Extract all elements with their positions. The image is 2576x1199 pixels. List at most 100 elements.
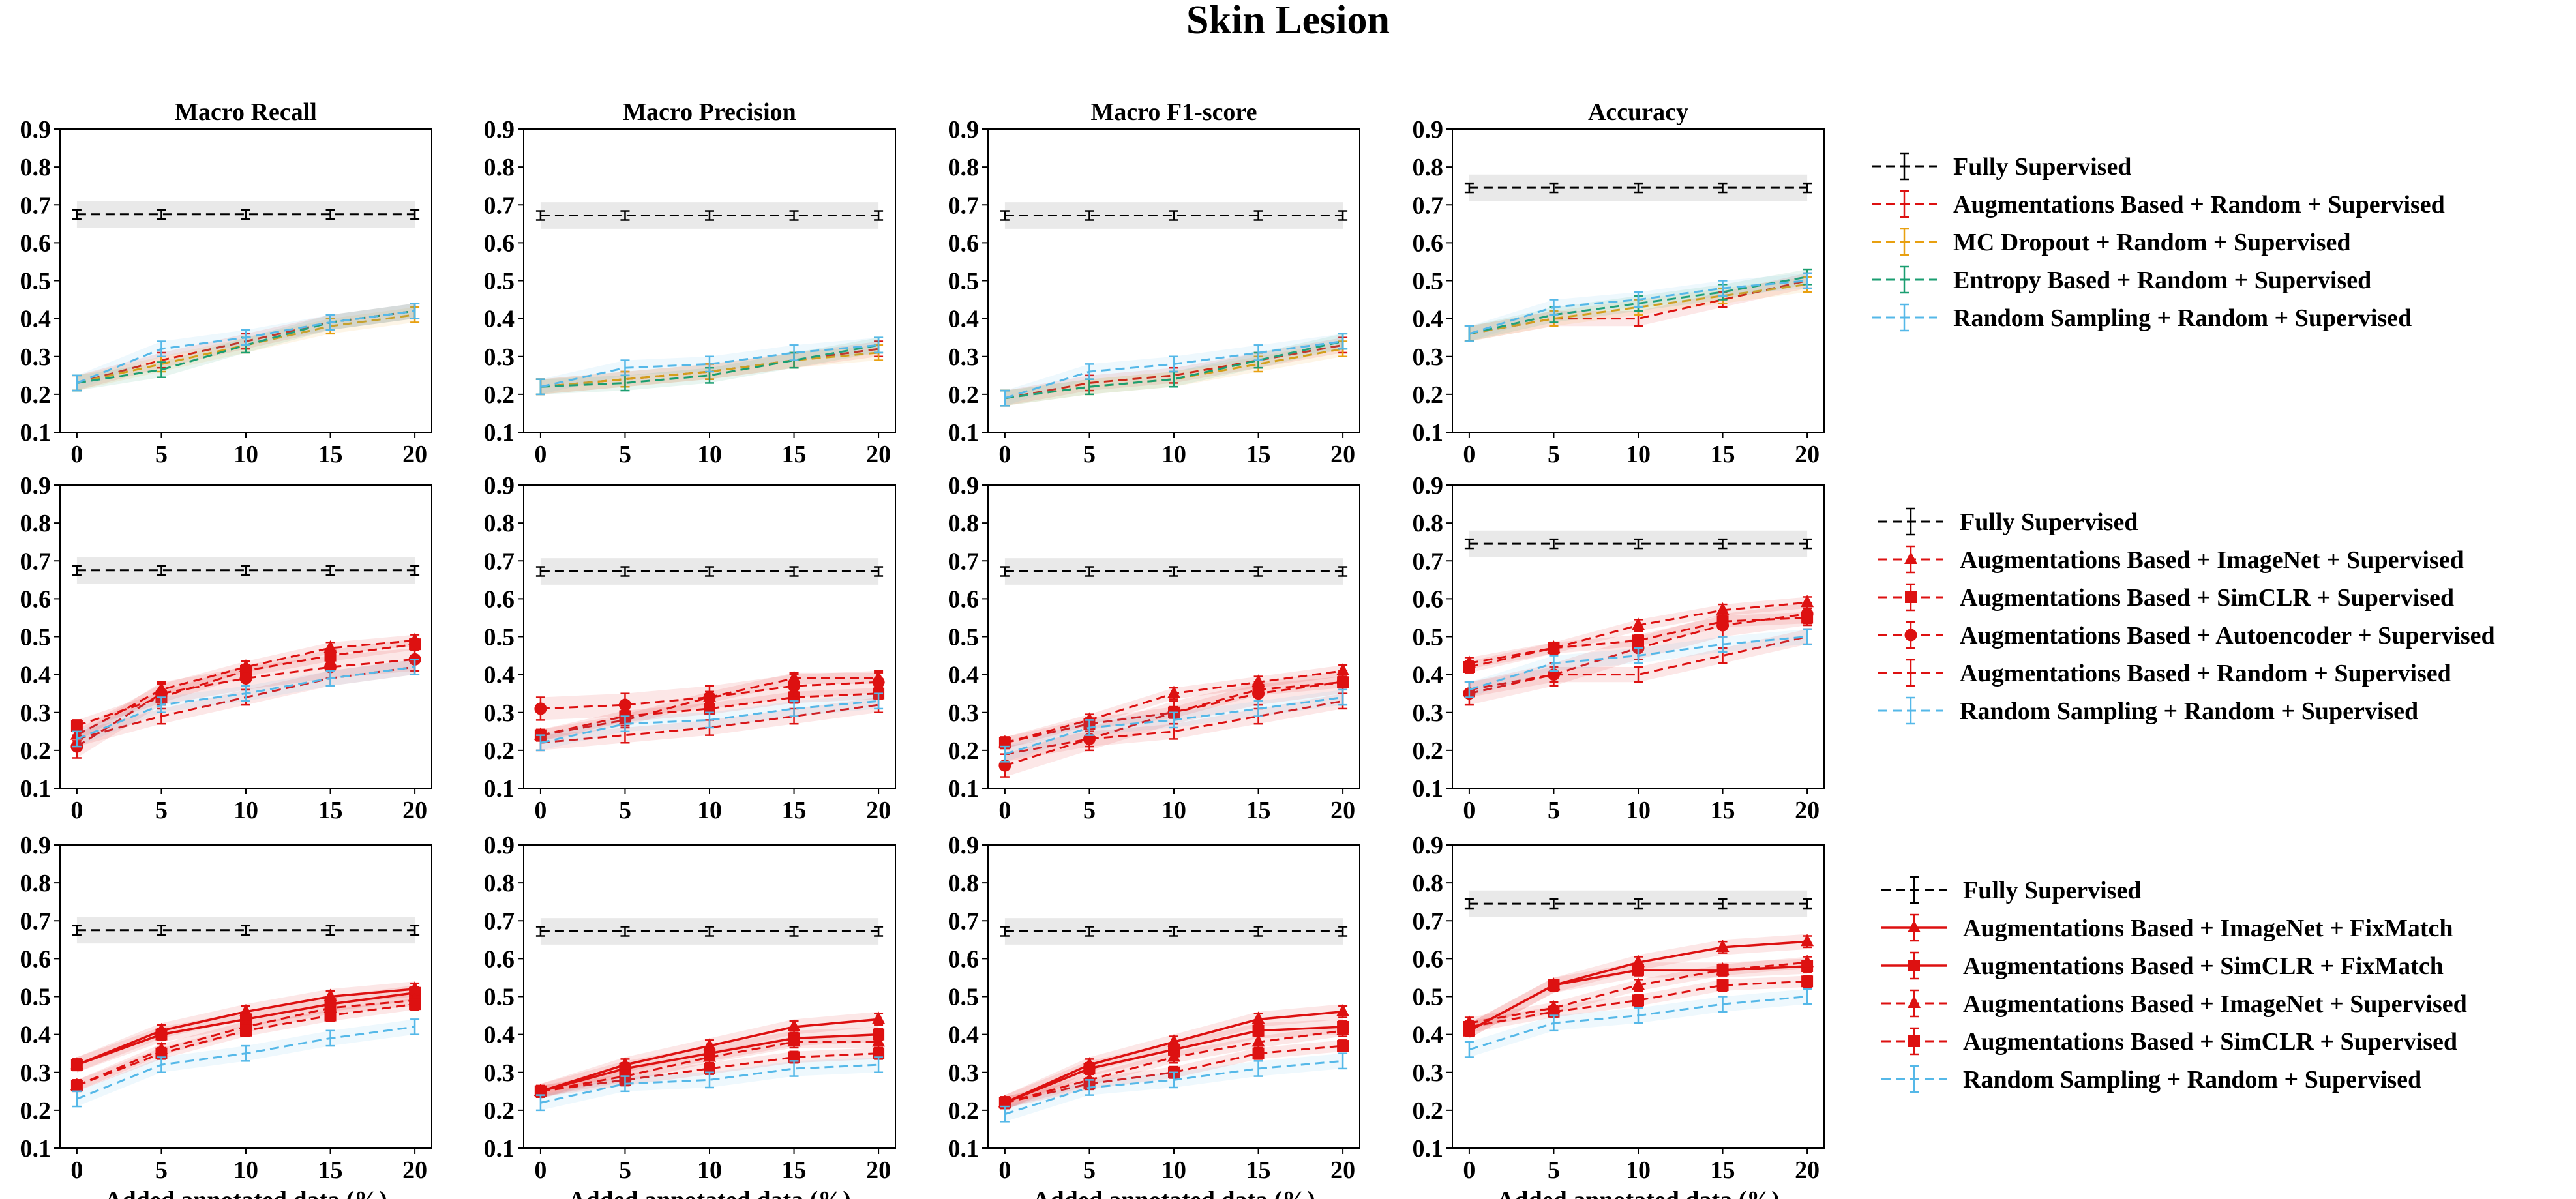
x-tick-label: 0: [70, 1157, 83, 1184]
data-point: [155, 1047, 168, 1059]
x-tick-label: 10: [697, 441, 722, 468]
y-tick-label: 0.8: [484, 510, 515, 537]
data-point: [409, 998, 421, 1011]
series-rnd_random: [72, 303, 420, 392]
x-tick-label: 5: [619, 797, 631, 824]
y-tick-label: 0.4: [948, 306, 980, 333]
data-point: [1548, 1005, 1560, 1018]
x-tick-label: 5: [619, 1157, 631, 1184]
x-tick-label: 10: [1161, 797, 1186, 824]
y-tick-label: 0.3: [20, 344, 52, 371]
y-tick-label: 0.8: [1413, 510, 1444, 537]
y-tick-label: 0.1: [20, 419, 52, 447]
y-tick-label: 0.9: [484, 472, 515, 499]
x-tick-label: 15: [1711, 1157, 1735, 1184]
data-point: [1251, 1034, 1265, 1047]
legend-entry: Augmentations Based + ImageNet + FixMatc…: [1881, 913, 2453, 942]
x-tick-label: 5: [155, 441, 168, 468]
data-point: [70, 1080, 83, 1092]
data-point: [788, 1051, 800, 1063]
y-tick-label: 0.4: [20, 306, 52, 333]
y-tick-label: 0.1: [20, 1135, 52, 1162]
y-tick-label: 0.4: [484, 1022, 515, 1049]
data-point: [1632, 977, 1645, 990]
legend-marker: [1908, 920, 1921, 932]
legend-label: Augmentations Based + SimCLR + FixMatch: [1963, 953, 2444, 980]
legend-entry: Augmentations Based + ImageNet + Supervi…: [1881, 989, 2467, 1018]
x-tick-label: 15: [1246, 1157, 1271, 1184]
data-point: [1167, 685, 1180, 698]
data-point: [1463, 1021, 1475, 1033]
legend-entry: Fully Supervised: [1881, 876, 2141, 904]
x-tick-label: 5: [1083, 1157, 1096, 1184]
data-point: [872, 675, 885, 688]
x-tick-label: 0: [1463, 797, 1475, 824]
series-rnd_random: [1464, 272, 1812, 342]
y-tick-label: 0.9: [484, 832, 515, 859]
y-tick-label: 0.7: [1413, 548, 1444, 575]
y-tick-label: 0.2: [1413, 381, 1444, 409]
y-tick-label: 0.8: [20, 870, 52, 897]
legend-label: Fully Supervised: [1963, 877, 2141, 904]
y-tick-label: 0.1: [948, 419, 980, 447]
y-tick-label: 0.9: [1413, 472, 1444, 499]
x-tick-label: 0: [70, 441, 83, 468]
series-aug_ae_sup: [534, 670, 885, 721]
legend-row-0: Fully Supervised Augmentations Based + Ra…: [1872, 152, 2445, 332]
x-tick-label: 15: [318, 441, 343, 468]
x-tick-label: 20: [1795, 797, 1820, 824]
x-tick-label: 15: [782, 797, 807, 824]
legend-label: Augmentations Based + Random + Supervise…: [1960, 660, 2451, 687]
y-tick-label: 0.7: [20, 548, 52, 575]
y-tick-label: 0.5: [1413, 268, 1444, 295]
series-line: [76, 639, 415, 736]
legend-label: Random Sampling + Random + Supervised: [1963, 1066, 2421, 1093]
series-fully: [1000, 918, 1348, 945]
legend-entry: MC Dropout + Random + Supervised: [1872, 228, 2351, 256]
y-tick-label: 0.4: [1413, 662, 1444, 689]
y-tick-label: 0.5: [1413, 624, 1444, 651]
data-point: [1716, 602, 1730, 615]
y-tick-label: 0.4: [948, 662, 980, 689]
x-axis-label: Added annotated data (%): [1032, 1187, 1315, 1199]
y-tick-label: 0.6: [948, 229, 980, 257]
y-tick-label: 0.9: [20, 832, 52, 859]
data-point: [873, 1047, 885, 1059]
data-point: [998, 1097, 1011, 1109]
series-rnd_random: [1000, 688, 1348, 763]
y-tick-label: 0.6: [484, 585, 515, 613]
y-tick-label: 0.3: [948, 1059, 980, 1087]
panel-title: Macro Recall: [175, 98, 317, 126]
x-tick-label: 10: [233, 1157, 258, 1184]
y-tick-label: 0.1: [948, 1135, 980, 1162]
data-point: [872, 1034, 886, 1047]
y-tick-label: 0.5: [20, 624, 52, 651]
series-fully: [72, 917, 420, 944]
series-line: [540, 1063, 879, 1104]
confidence-band: [76, 998, 415, 1091]
y-tick-label: 0.7: [948, 192, 980, 219]
data-point: [240, 1024, 252, 1037]
x-tick-label: 0: [998, 441, 1011, 468]
data-point: [1548, 642, 1560, 654]
legend-label: Fully Supervised: [1953, 153, 2131, 181]
data-point: [70, 1059, 83, 1071]
x-tick-label: 15: [782, 1157, 807, 1184]
data-point: [787, 1019, 801, 1031]
y-tick-label: 0.9: [20, 472, 52, 499]
x-tick-label: 15: [318, 1157, 343, 1184]
x-tick-label: 0: [998, 797, 1011, 824]
y-tick-label: 0.2: [20, 381, 52, 409]
data-point: [1083, 1062, 1096, 1074]
x-tick-label: 5: [1548, 1157, 1560, 1184]
legend-row-1: Fully Supervised Augmentations Based + Im…: [1878, 507, 2495, 725]
panel-r1-c0: 0.1 0.2 0.3 0.4 0.5 0.6 0.7 0.8 0.9 0 5 10 15 20: [20, 472, 432, 824]
series-fully: [535, 202, 884, 229]
y-tick-label: 0.4: [948, 1022, 980, 1049]
data-point: [1716, 619, 1730, 632]
x-tick-label: 5: [1083, 441, 1096, 468]
y-tick-label: 0.9: [948, 116, 980, 143]
confidence-band: [76, 634, 415, 741]
series-fully: [1464, 174, 1812, 201]
y-tick-label: 0.1: [484, 775, 515, 803]
